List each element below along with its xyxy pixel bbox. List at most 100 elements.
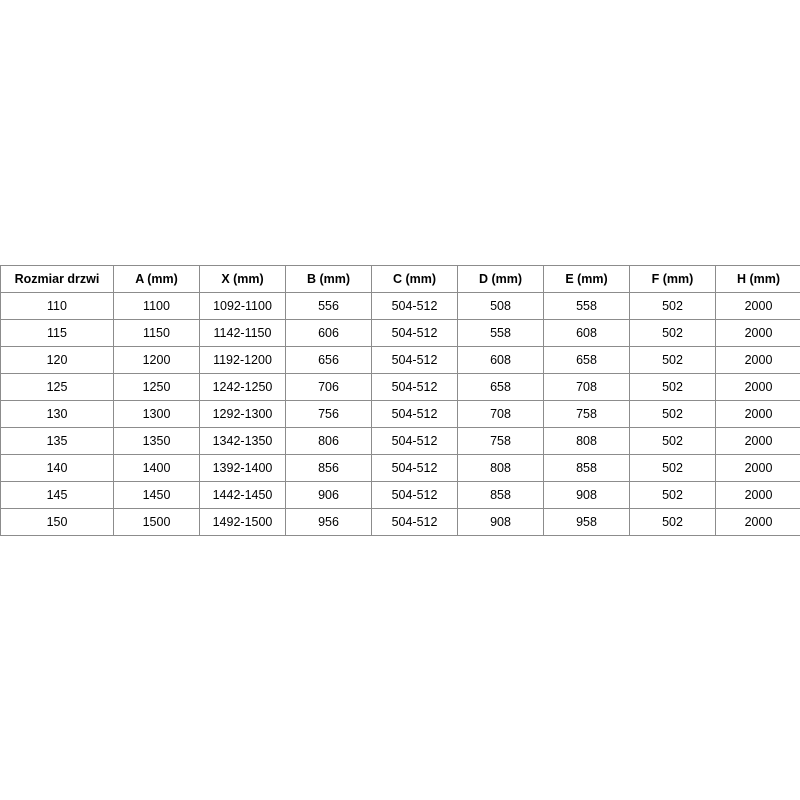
column-header: E (mm) bbox=[543, 265, 630, 293]
table-cell: 110 bbox=[0, 292, 114, 320]
table-row: 130 1300 1292-1300 756 504-512 708 758 502 2000 bbox=[0, 400, 800, 428]
table-row: 140 1400 1392-1400 856 504-512 808 858 502 2000 bbox=[0, 454, 800, 482]
table-cell: 1100 bbox=[113, 292, 200, 320]
table-cell: 808 bbox=[457, 454, 544, 482]
table-cell: 908 bbox=[457, 508, 544, 536]
table-cell: 1192-1200 bbox=[199, 346, 286, 374]
table-cell: 706 bbox=[285, 373, 372, 401]
table-cell: 1392-1400 bbox=[199, 454, 286, 482]
table-cell: 1142-1150 bbox=[199, 319, 286, 347]
table-cell: 558 bbox=[543, 292, 630, 320]
table-cell: 504-512 bbox=[371, 508, 458, 536]
table-cell: 858 bbox=[543, 454, 630, 482]
table-cell: 956 bbox=[285, 508, 372, 536]
table-cell: 1450 bbox=[113, 481, 200, 509]
table-cell: 115 bbox=[0, 319, 114, 347]
table-cell: 140 bbox=[0, 454, 114, 482]
table-cell: 508 bbox=[457, 292, 544, 320]
table-cell: 758 bbox=[543, 400, 630, 428]
table-row: 135 1350 1342-1350 806 504-512 758 808 502 2000 bbox=[0, 427, 800, 455]
table-cell: 502 bbox=[629, 346, 716, 374]
table-cell: 1342-1350 bbox=[199, 427, 286, 455]
table-cell: 708 bbox=[457, 400, 544, 428]
table-cell: 130 bbox=[0, 400, 114, 428]
table-cell: 2000 bbox=[715, 373, 800, 401]
table-cell: 858 bbox=[457, 481, 544, 509]
table-cell: 808 bbox=[543, 427, 630, 455]
table-cell: 1500 bbox=[113, 508, 200, 536]
table-row: 150 1500 1492-1500 956 504-512 908 958 502 2000 bbox=[0, 508, 800, 536]
table-cell: 1400 bbox=[113, 454, 200, 482]
table-row: 115 1150 1142-1150 606 504-512 558 608 502 2000 bbox=[0, 319, 800, 347]
table-cell: 2000 bbox=[715, 508, 800, 536]
column-header: Rozmiar drzwi bbox=[0, 265, 114, 293]
table-cell: 756 bbox=[285, 400, 372, 428]
table-cell: 135 bbox=[0, 427, 114, 455]
column-header: C (mm) bbox=[371, 265, 458, 293]
table-cell: 1242-1250 bbox=[199, 373, 286, 401]
table-cell: 758 bbox=[457, 427, 544, 455]
table-cell: 908 bbox=[543, 481, 630, 509]
table-cell: 502 bbox=[629, 319, 716, 347]
table-cell: 1250 bbox=[113, 373, 200, 401]
column-header: A (mm) bbox=[113, 265, 200, 293]
table-cell: 608 bbox=[457, 346, 544, 374]
table-cell: 2000 bbox=[715, 319, 800, 347]
table-cell: 504-512 bbox=[371, 292, 458, 320]
table-cell: 708 bbox=[543, 373, 630, 401]
table-cell: 504-512 bbox=[371, 427, 458, 455]
column-header: X (mm) bbox=[199, 265, 286, 293]
table-cell: 1350 bbox=[113, 427, 200, 455]
table-cell: 504-512 bbox=[371, 400, 458, 428]
table-cell: 2000 bbox=[715, 292, 800, 320]
table-cell: 125 bbox=[0, 373, 114, 401]
column-header: H (mm) bbox=[715, 265, 800, 293]
table-cell: 1492-1500 bbox=[199, 508, 286, 536]
table-cell: 504-512 bbox=[371, 454, 458, 482]
table-cell: 1200 bbox=[113, 346, 200, 374]
table-cell: 958 bbox=[543, 508, 630, 536]
table-cell: 145 bbox=[0, 481, 114, 509]
table-cell: 1442-1450 bbox=[199, 481, 286, 509]
header-row: Rozmiar drzwi A (mm) X (mm) B (mm) C (mm) D (… bbox=[0, 265, 800, 293]
table-cell: 658 bbox=[543, 346, 630, 374]
table-cell: 2000 bbox=[715, 427, 800, 455]
table-cell: 2000 bbox=[715, 400, 800, 428]
table-row: 125 1250 1242-1250 706 504-512 658 708 502 2000 bbox=[0, 373, 800, 401]
table-cell: 608 bbox=[543, 319, 630, 347]
table-cell: 502 bbox=[629, 292, 716, 320]
table-row: 120 1200 1192-1200 656 504-512 608 658 502 2000 bbox=[0, 346, 800, 374]
table-cell: 504-512 bbox=[371, 319, 458, 347]
column-header: B (mm) bbox=[285, 265, 372, 293]
table-cell: 2000 bbox=[715, 346, 800, 374]
table-cell: 120 bbox=[0, 346, 114, 374]
table-row: 110 1100 1092-1100 556 504-512 508 558 502 2000 bbox=[0, 292, 800, 320]
table-cell: 1292-1300 bbox=[199, 400, 286, 428]
table-cell: 806 bbox=[285, 427, 372, 455]
table-row: 145 1450 1442-1450 906 504-512 858 908 502 2000 bbox=[0, 481, 800, 509]
table-cell: 2000 bbox=[715, 481, 800, 509]
table-cell: 2000 bbox=[715, 454, 800, 482]
table-cell: 856 bbox=[285, 454, 372, 482]
table-cell: 556 bbox=[285, 292, 372, 320]
table-cell: 502 bbox=[629, 508, 716, 536]
table-cell: 658 bbox=[457, 373, 544, 401]
table-cell: 504-512 bbox=[371, 481, 458, 509]
table-cell: 1150 bbox=[113, 319, 200, 347]
table-cell: 558 bbox=[457, 319, 544, 347]
table-cell: 606 bbox=[285, 319, 372, 347]
column-header: D (mm) bbox=[457, 265, 544, 293]
table-cell: 502 bbox=[629, 373, 716, 401]
table-cell: 1300 bbox=[113, 400, 200, 428]
table-cell: 502 bbox=[629, 481, 716, 509]
column-header: F (mm) bbox=[629, 265, 716, 293]
dimensions-table: Rozmiar drzwi A (mm) X (mm) B (mm) C (mm) D (… bbox=[0, 265, 800, 536]
table-cell: 502 bbox=[629, 400, 716, 428]
table-cell: 502 bbox=[629, 427, 716, 455]
table-cell: 906 bbox=[285, 481, 372, 509]
table-cell: 150 bbox=[0, 508, 114, 536]
table-cell: 1092-1100 bbox=[199, 292, 286, 320]
table-cell: 504-512 bbox=[371, 373, 458, 401]
table-cell: 504-512 bbox=[371, 346, 458, 374]
table-cell: 656 bbox=[285, 346, 372, 374]
